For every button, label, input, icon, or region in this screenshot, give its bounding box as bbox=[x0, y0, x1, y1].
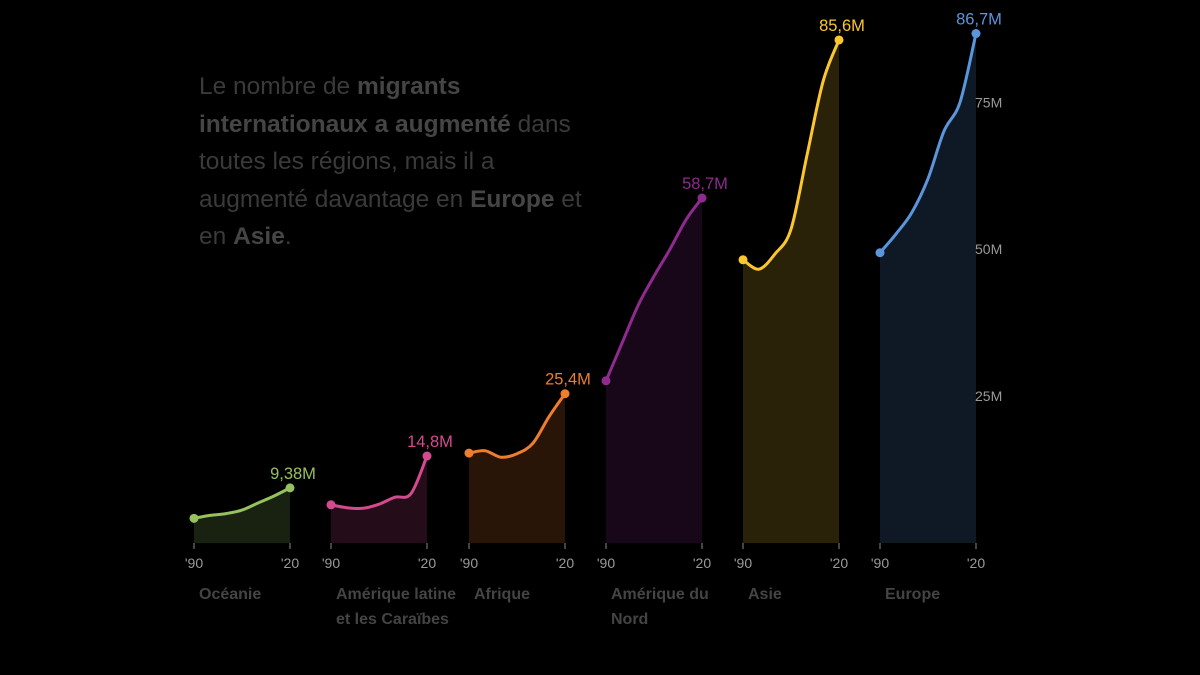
start-point-europe bbox=[875, 248, 885, 258]
x-tick-label: '20 bbox=[693, 555, 711, 571]
region-label-oceanie: Océanie bbox=[199, 586, 262, 603]
x-tick-label: '90 bbox=[871, 555, 889, 571]
x-tick-label: '20 bbox=[830, 555, 848, 571]
y-tick-label: 75M bbox=[975, 94, 1002, 110]
end-point-europe bbox=[971, 29, 981, 39]
end-point-amerique-latine-et-les-caraibes bbox=[422, 451, 432, 461]
end-point-afrique bbox=[560, 389, 570, 399]
headline-text-4: . bbox=[284, 223, 292, 250]
region-label-asie: Asie bbox=[748, 586, 782, 603]
line-afrique bbox=[467, 392, 567, 459]
start-point-amerique-du-nord bbox=[601, 376, 611, 386]
chart-headline: Le nombre de migrants internationaux a a… bbox=[199, 68, 599, 256]
headline-text-2: dans toutes les régions, mais il a augme… bbox=[199, 110, 571, 213]
start-point-amerique-latine-et-les-caraibes bbox=[326, 500, 336, 510]
x-tick-label: '90 bbox=[322, 555, 340, 571]
x-tick-label: '90 bbox=[734, 555, 752, 571]
end-value-label-amerique-du-nord: 58,7M bbox=[682, 175, 728, 193]
area-amerique-du-nord bbox=[606, 198, 702, 543]
start-point-asie bbox=[738, 255, 748, 265]
region-label-amerique-latine-et-les-caraibes: Amérique latine et les Caraïbes bbox=[336, 586, 457, 628]
end-value-label-europe: 86,7M bbox=[956, 11, 1002, 29]
region-label-amerique-du-nord: Amérique du Nord bbox=[611, 586, 709, 628]
y-tick-label: 25M bbox=[975, 388, 1002, 404]
x-tick-label: '90 bbox=[460, 555, 478, 571]
end-value-label-oceanie: 9,38M bbox=[270, 465, 316, 483]
end-point-amerique-du-nord bbox=[697, 193, 707, 203]
line-amerique-latine-et-les-caraibes bbox=[329, 454, 429, 511]
headline-emphasis-2: Europe bbox=[470, 185, 555, 213]
headline-text-3: et en bbox=[199, 185, 582, 251]
y-tick-label: 50M bbox=[975, 241, 1002, 257]
end-value-label-asie: 85,6M bbox=[819, 17, 865, 35]
x-tick-label: '20 bbox=[556, 555, 574, 571]
line-asie bbox=[741, 38, 841, 271]
region-label-europe: Europe bbox=[885, 586, 941, 603]
line-amerique-du-nord bbox=[604, 196, 704, 383]
x-tick-label: '20 bbox=[967, 555, 985, 571]
end-value-label-afrique: 25,4M bbox=[545, 371, 591, 389]
area-oceanie bbox=[194, 487, 290, 543]
headline-emphasis-3: Asie bbox=[233, 223, 285, 250]
end-point-asie bbox=[834, 35, 844, 45]
headline-emphasis-1: migrants internationaux a augmenté bbox=[199, 73, 511, 138]
region-label-afrique: Afrique bbox=[474, 586, 530, 603]
start-point-afrique bbox=[464, 448, 474, 458]
x-tick-label: '90 bbox=[597, 555, 615, 571]
line-europe bbox=[878, 32, 978, 255]
line-oceanie bbox=[192, 486, 292, 520]
x-tick-label: '90 bbox=[185, 555, 203, 571]
x-tick-label: '20 bbox=[281, 555, 299, 571]
x-tick-label: '20 bbox=[418, 555, 436, 571]
headline-text-1: Le nombre de bbox=[199, 73, 357, 100]
end-value-label-amerique-latine-et-les-caraibes: 14,8M bbox=[407, 433, 453, 451]
area-asie bbox=[743, 40, 839, 543]
area-amerique-latine-et-les-caraibes bbox=[331, 456, 427, 543]
end-point-oceanie bbox=[285, 483, 295, 493]
area-europe bbox=[880, 33, 976, 543]
start-point-oceanie bbox=[189, 513, 199, 523]
